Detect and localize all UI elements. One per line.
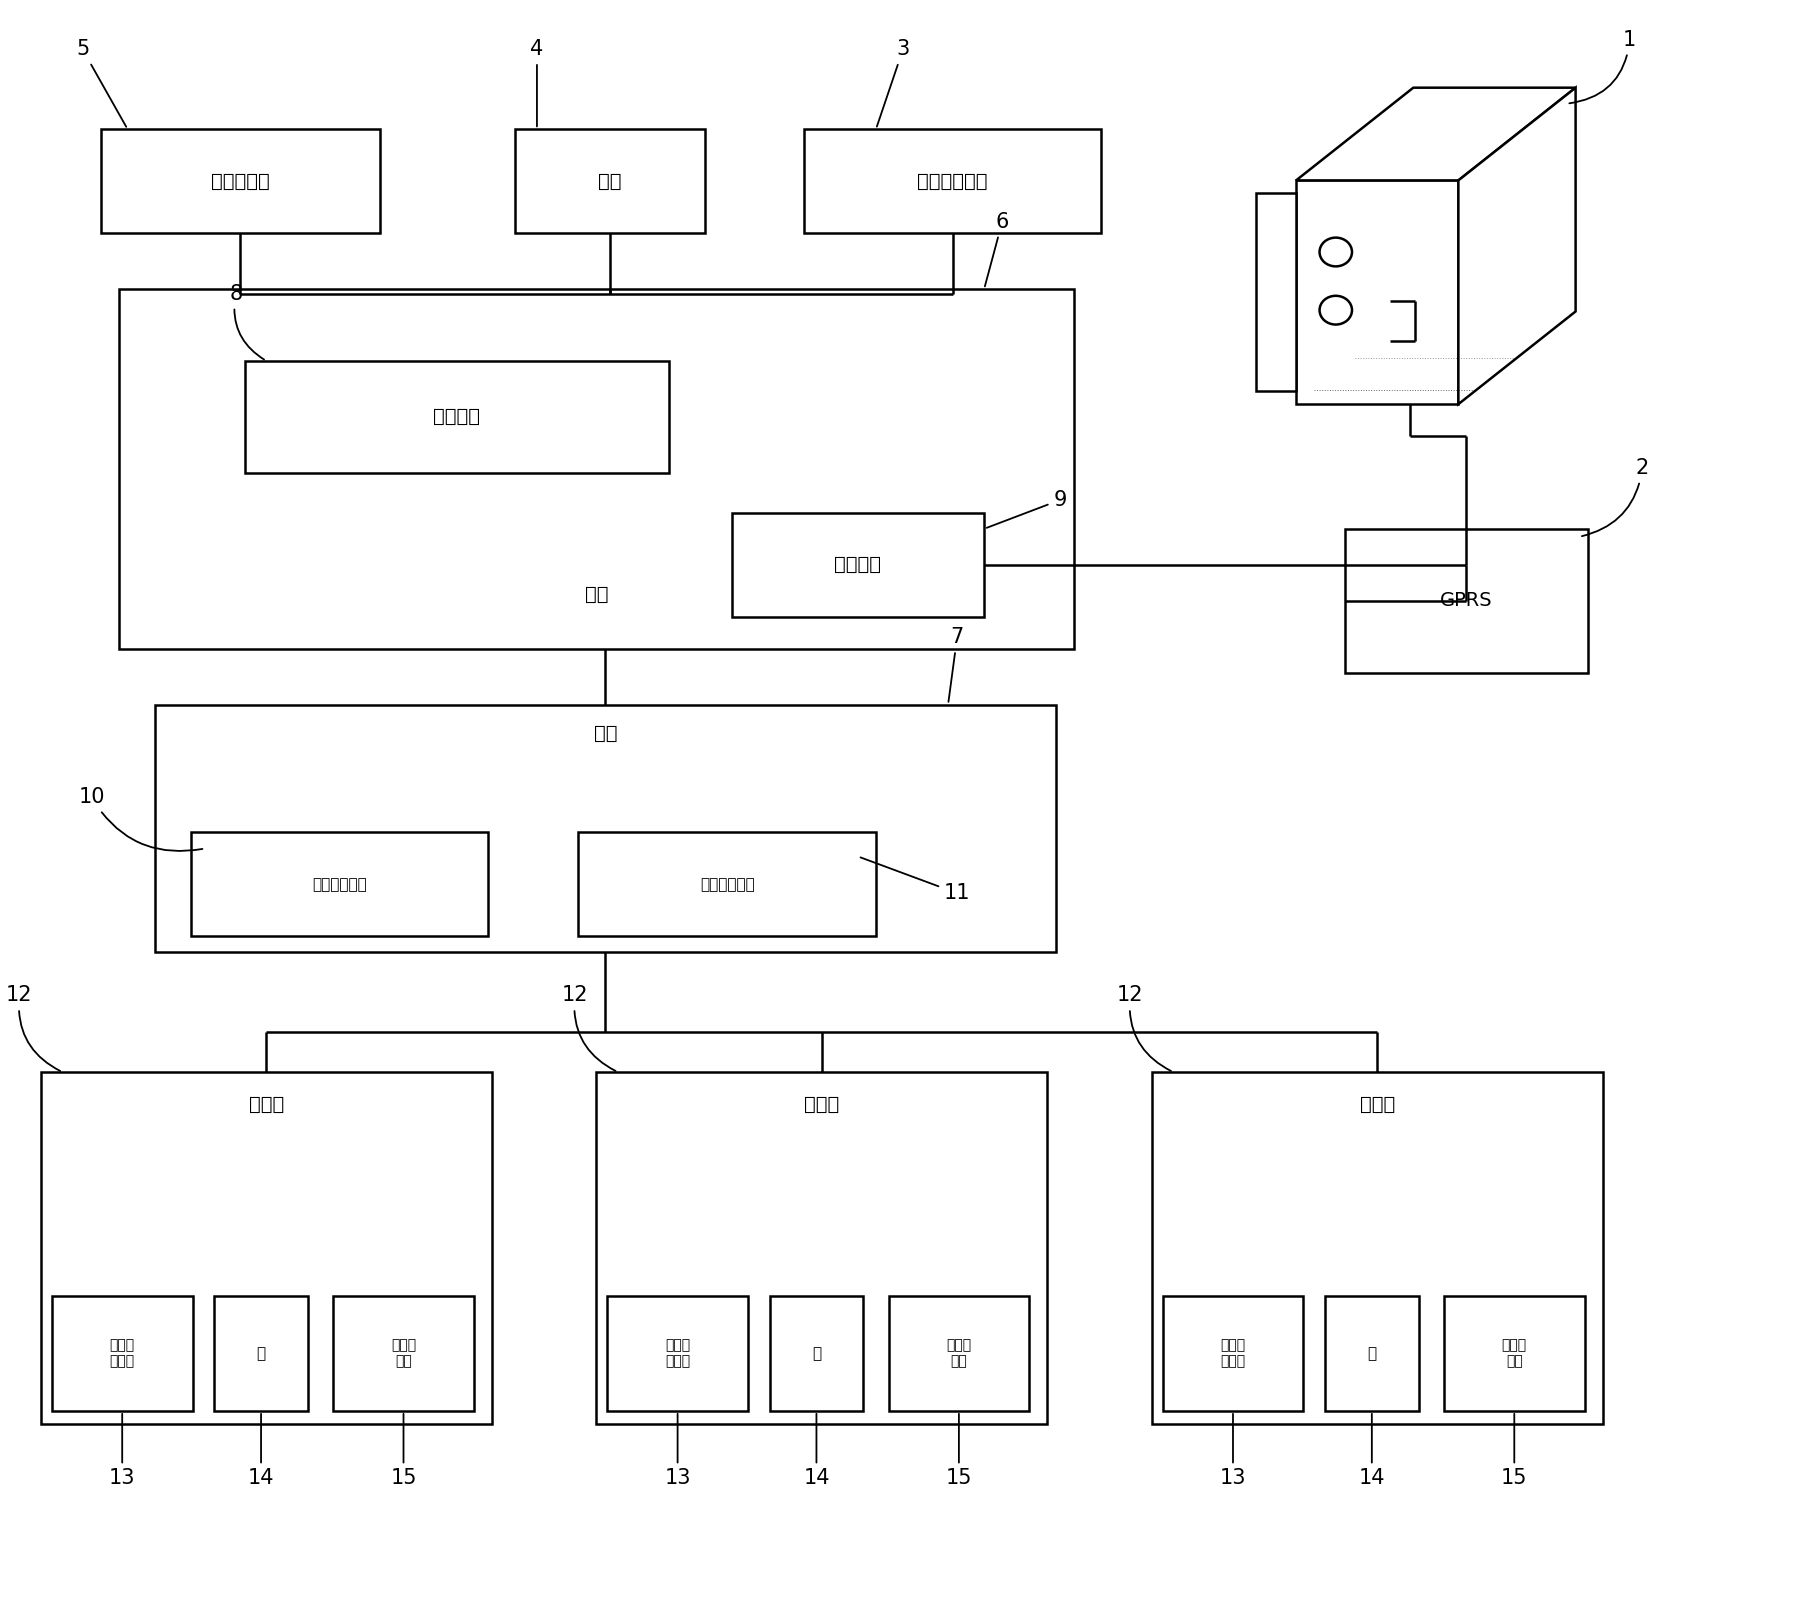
Text: 控制模块: 控制模块 xyxy=(433,407,480,426)
Text: 语音提示装置: 语音提示装置 xyxy=(917,171,987,191)
Text: 半导体
制冷片: 半导体 制冷片 xyxy=(110,1338,135,1369)
Text: 9: 9 xyxy=(986,490,1067,528)
FancyBboxPatch shape xyxy=(119,290,1074,648)
FancyBboxPatch shape xyxy=(1296,181,1458,403)
Polygon shape xyxy=(1458,88,1574,403)
Text: 1: 1 xyxy=(1569,30,1635,104)
Text: 12: 12 xyxy=(5,986,60,1071)
Text: 12: 12 xyxy=(1115,986,1170,1071)
Text: 温度传
感器: 温度传 感器 xyxy=(946,1338,971,1369)
FancyBboxPatch shape xyxy=(514,130,704,234)
FancyBboxPatch shape xyxy=(578,833,875,937)
FancyBboxPatch shape xyxy=(606,1295,747,1410)
Text: 15: 15 xyxy=(946,1414,971,1489)
FancyBboxPatch shape xyxy=(1152,1073,1601,1423)
FancyBboxPatch shape xyxy=(1256,194,1296,391)
Text: 5: 5 xyxy=(76,40,126,126)
Text: 8: 8 xyxy=(229,283,264,360)
Text: GPRS: GPRS xyxy=(1439,591,1493,610)
FancyBboxPatch shape xyxy=(1325,1295,1419,1410)
FancyBboxPatch shape xyxy=(1345,528,1587,672)
Text: 储物柜: 储物柜 xyxy=(249,1095,283,1114)
Text: 10: 10 xyxy=(78,788,202,852)
Text: 13: 13 xyxy=(664,1414,691,1489)
Text: 14: 14 xyxy=(803,1414,828,1489)
FancyBboxPatch shape xyxy=(52,1295,193,1410)
Text: 15: 15 xyxy=(1500,1414,1527,1489)
FancyBboxPatch shape xyxy=(332,1295,473,1410)
FancyBboxPatch shape xyxy=(1162,1295,1303,1410)
Text: 6: 6 xyxy=(984,211,1009,287)
FancyBboxPatch shape xyxy=(42,1073,491,1423)
FancyBboxPatch shape xyxy=(769,1295,863,1410)
Text: 15: 15 xyxy=(390,1414,417,1489)
Text: 锁具控制模块: 锁具控制模块 xyxy=(312,877,366,892)
Text: 半导体
制冷片: 半导体 制冷片 xyxy=(1220,1338,1245,1369)
Text: 2: 2 xyxy=(1581,458,1648,536)
Text: 温度传
感器: 温度传 感器 xyxy=(1502,1338,1525,1369)
FancyBboxPatch shape xyxy=(101,130,379,234)
Text: 锁: 锁 xyxy=(812,1346,821,1361)
Text: 条码扫描器: 条码扫描器 xyxy=(211,171,269,191)
Text: 11: 11 xyxy=(859,858,969,903)
Text: 锁: 锁 xyxy=(256,1346,265,1361)
Text: 14: 14 xyxy=(1357,1414,1384,1489)
FancyBboxPatch shape xyxy=(155,704,1056,953)
FancyBboxPatch shape xyxy=(191,833,487,937)
Text: 14: 14 xyxy=(247,1414,274,1489)
Polygon shape xyxy=(1296,88,1574,181)
Text: 3: 3 xyxy=(877,40,910,126)
Text: 12: 12 xyxy=(561,986,616,1071)
FancyBboxPatch shape xyxy=(215,1295,309,1410)
FancyBboxPatch shape xyxy=(888,1295,1029,1410)
Text: 温度控制模块: 温度控制模块 xyxy=(699,877,754,892)
Text: 13: 13 xyxy=(1218,1414,1245,1489)
Text: 副板: 副板 xyxy=(594,724,617,743)
Text: 7: 7 xyxy=(948,628,964,701)
Text: 储物柜: 储物柜 xyxy=(1359,1095,1393,1114)
FancyBboxPatch shape xyxy=(596,1073,1047,1423)
FancyBboxPatch shape xyxy=(803,130,1101,234)
Text: 锁: 锁 xyxy=(1366,1346,1375,1361)
Text: 温度传
感器: 温度传 感器 xyxy=(390,1338,415,1369)
Text: 4: 4 xyxy=(531,40,543,126)
Text: 通讯模块: 通讯模块 xyxy=(834,556,881,575)
Text: 储物柜: 储物柜 xyxy=(803,1095,839,1114)
FancyBboxPatch shape xyxy=(245,360,668,472)
FancyBboxPatch shape xyxy=(1444,1295,1583,1410)
Text: 主板: 主板 xyxy=(585,584,608,604)
FancyBboxPatch shape xyxy=(731,512,984,616)
Text: 半导体
制冷片: 半导体 制冷片 xyxy=(664,1338,690,1369)
Text: 13: 13 xyxy=(108,1414,135,1489)
Text: 键盘: 键盘 xyxy=(597,171,621,191)
